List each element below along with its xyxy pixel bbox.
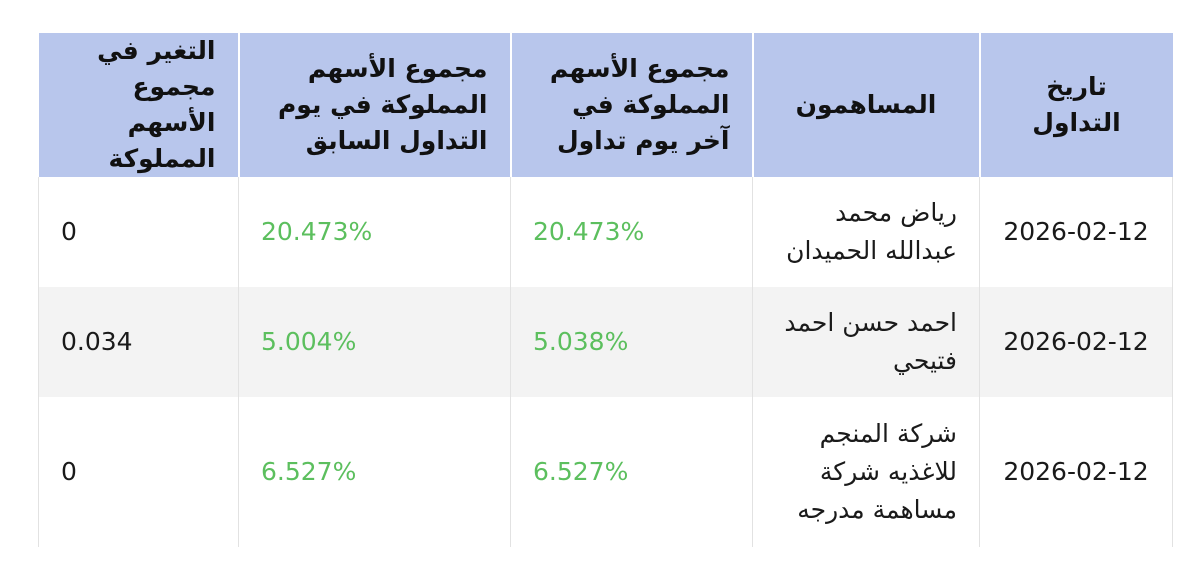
cell-change-in-shares: 0 (38, 397, 239, 547)
header-shares-last-day: مجموع الأسهم المملوكة في آخر يوم تداول (509, 33, 754, 177)
cell-trading-date: 2026-02-12 (979, 177, 1173, 287)
cell-shares-last-day: 5.038% (510, 287, 753, 397)
cell-change-in-shares: 0 (38, 177, 239, 287)
cell-shares-previous-day: 6.527% (238, 397, 511, 547)
cell-shareholder: رياض محمد عبدالله الحميدان (752, 177, 980, 287)
cell-shareholder: احمد حسن احمد فتيحي (752, 287, 980, 397)
cell-shares-last-day: 6.527% (510, 397, 753, 547)
table-row: 2026-02-12 احمد حسن احمد فتيحي 5.038% 5.… (38, 287, 1173, 397)
cell-shares-previous-day: 5.004% (238, 287, 511, 397)
header-shareholders: المساهمون (751, 33, 981, 177)
cell-change-in-shares: 0.034 (38, 287, 239, 397)
cell-shares-previous-day: 20.473% (238, 177, 511, 287)
header-trading-date: تاريخ التداول (978, 33, 1173, 177)
table-header-row: تاريخ التداول المساهمون مجموع الأسهم الم… (38, 33, 1173, 177)
shareholders-table: تاريخ التداول المساهمون مجموع الأسهم الم… (38, 33, 1173, 547)
shareholders-table-container: تاريخ التداول المساهمون مجموع الأسهم الم… (38, 33, 1173, 547)
cell-shares-last-day: 20.473% (510, 177, 753, 287)
table-row: 2026-02-12 رياض محمد عبدالله الحميدان 20… (38, 177, 1173, 287)
table-row: 2026-02-12 شركة المنجم للاغذيه شركة مساه… (38, 397, 1173, 547)
header-shares-previous-day: مجموع الأسهم المملوكة في يوم التداول الس… (237, 33, 512, 177)
cell-shareholder: شركة المنجم للاغذيه شركة مساهمة مدرجه (752, 397, 980, 547)
header-change-in-shares: التغير في مجموع الأسهم المملوكة (38, 33, 240, 177)
cell-trading-date: 2026-02-12 (979, 287, 1173, 397)
cell-trading-date: 2026-02-12 (979, 397, 1173, 547)
